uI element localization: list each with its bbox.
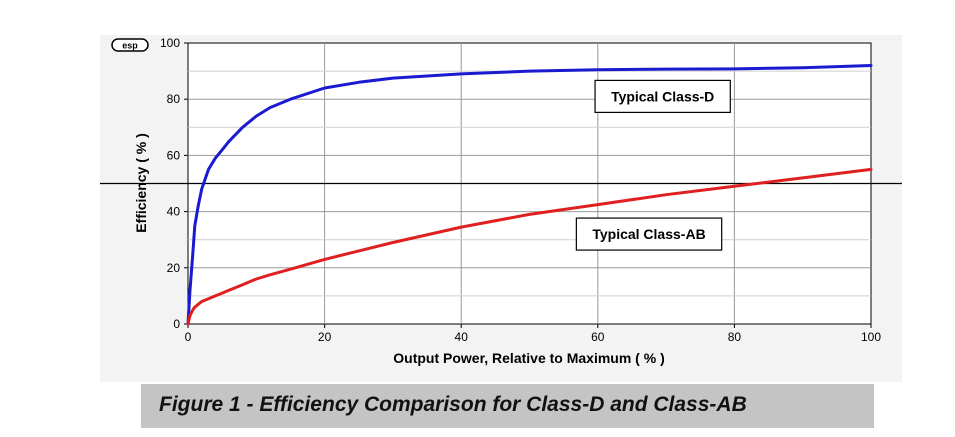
y-tick-label: 60 — [167, 148, 181, 162]
series-lines — [186, 64, 873, 326]
annotation-box — [594, 79, 731, 113]
annotations: Typical Class-D Typical Class-AB — [575, 79, 731, 251]
esp-logo-icon: esp — [111, 38, 149, 52]
y-axis-title: Efficiency ( % ) — [133, 133, 149, 233]
x-tick-label: 60 — [591, 330, 605, 344]
series-line-typical-class-d — [186, 64, 873, 326]
x-axis-title: Output Power, Relative to Maximum ( % ) — [393, 350, 664, 366]
y-tick-label: 100 — [160, 36, 180, 50]
y-tick-label: 80 — [167, 92, 181, 106]
annotation-text: Typical Class-D — [611, 88, 714, 104]
y-tick-label: 20 — [167, 261, 181, 275]
annotation-label: Typical Class-AB — [575, 217, 723, 251]
annotation-label: Typical Class-D — [594, 79, 731, 113]
x-tick-label: 0 — [185, 330, 192, 344]
x-tick-label: 40 — [455, 330, 469, 344]
y-tick-label: 40 — [167, 205, 181, 219]
annotation-text: Typical Class-AB — [592, 226, 705, 242]
x-tick-label: 80 — [728, 330, 742, 344]
figure-caption-bar: Figure 1 - Efficiency Comparison for Cla… — [141, 384, 874, 428]
figure-caption: Figure 1 - Efficiency Comparison for Cla… — [159, 393, 747, 416]
y-axis-ticks: 0 20 40 60 80 100 — [160, 36, 188, 331]
x-tick-label: 20 — [318, 330, 332, 344]
x-tick-label: 100 — [861, 330, 881, 344]
y-tick-label: 0 — [173, 317, 180, 331]
annotation-box — [575, 217, 723, 251]
svg-text:esp: esp — [122, 41, 138, 51]
x-axis-ticks: 0 20 40 60 80 100 — [185, 324, 881, 344]
series-line-typical-class-ab — [186, 167, 873, 326]
